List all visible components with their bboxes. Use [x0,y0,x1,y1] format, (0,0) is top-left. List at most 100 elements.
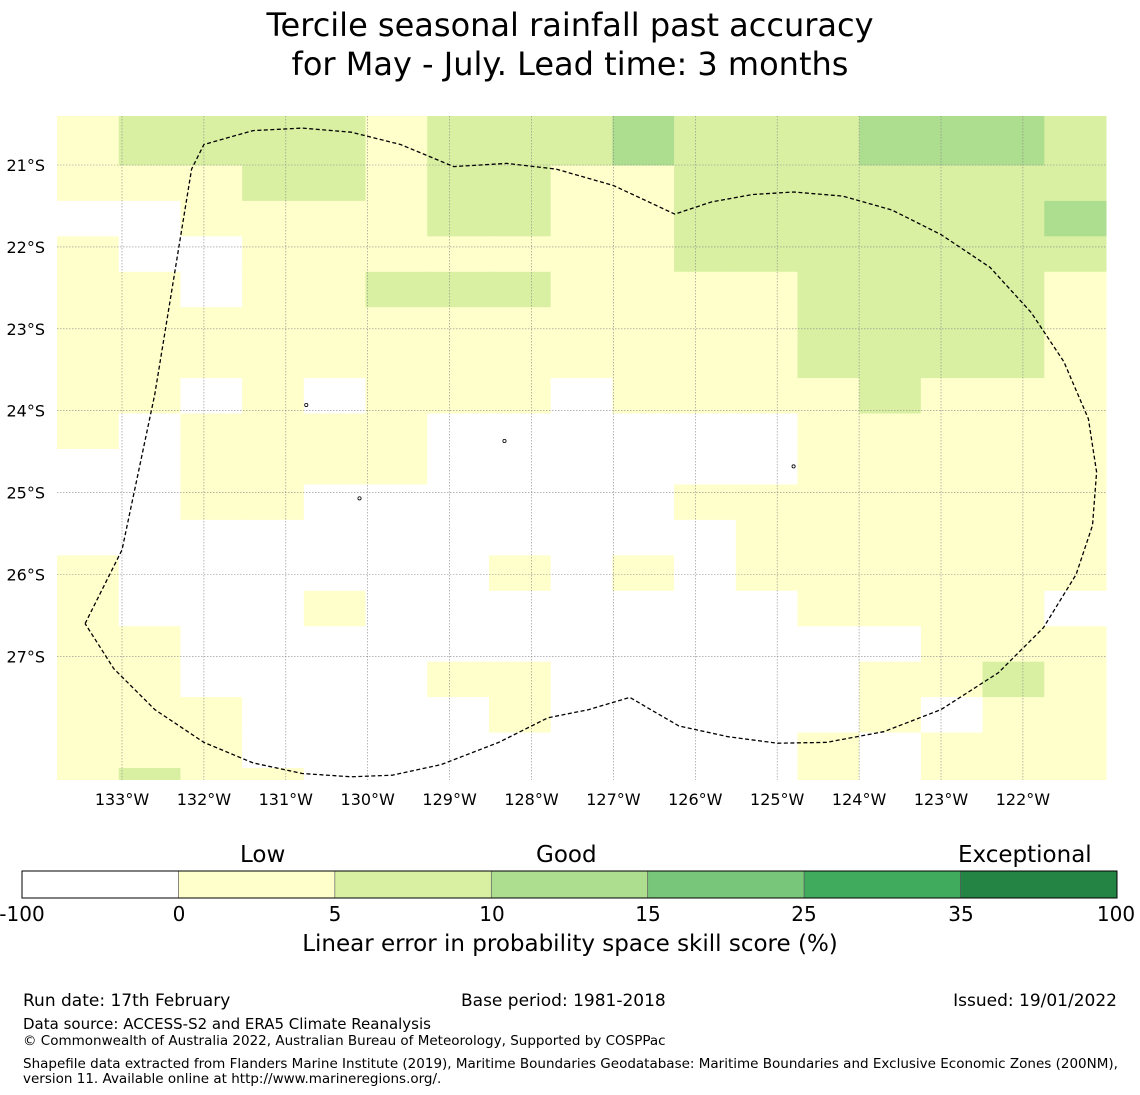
skill-cell [982,449,1045,485]
skill-cell [488,484,552,521]
skill-cell [920,519,984,556]
skill-cell [982,484,1045,521]
skill-cell [674,449,737,485]
skill-cell [180,200,243,237]
skill-cell [797,200,860,237]
skill-cell [920,449,984,485]
skill-cell [303,661,367,698]
base-period: Base period: 1981-2018 [461,991,666,1011]
skill-cell [118,661,181,698]
skill-cell [612,768,675,780]
skill-cell [118,732,181,769]
skill-cell [550,307,613,344]
skill-cell [550,116,613,130]
skill-cell [365,519,428,556]
skill-cell [427,555,490,592]
skill-cell [982,200,1045,237]
skill-cell [57,165,120,202]
skill-cell [920,768,984,780]
skill-cell [57,484,120,521]
colorbar-segment [334,870,492,899]
skill-cell [674,519,737,556]
colorbar [21,870,1118,899]
skill-cell [735,449,798,485]
skill-cell [982,697,1045,734]
skill-cell [488,200,552,237]
skill-cell [735,484,798,521]
skill-cell [550,130,613,166]
skill-cell [365,116,428,130]
skill-cell [1044,271,1107,308]
colorbar-segment [21,870,179,899]
skill-cell [365,342,428,379]
skill-cell [303,116,367,130]
skill-cell [859,768,922,780]
skill-cell [674,697,737,734]
skill-cell [920,271,984,308]
skill-cell [57,200,120,237]
skill-cell [859,307,922,344]
skill-cell [550,626,613,663]
skill-cell [550,342,613,379]
skill-cell [859,697,922,734]
skill-cell [242,413,305,450]
lat-tick-label: 21°S [6,156,45,175]
skill-cell [550,768,613,780]
skill-cell [365,484,428,521]
skill-cell [612,342,675,379]
skill-cell [1044,768,1107,780]
skill-cell [920,626,984,663]
skill-cell [982,732,1045,769]
skill-cell [797,413,860,450]
skill-cell [797,165,860,202]
skill-cell [57,661,120,698]
skill-cell [118,697,181,734]
skill-cell [365,271,428,308]
skill-cell [550,236,613,273]
lat-tick-label: 24°S [6,402,45,421]
skill-cell [488,555,552,592]
skill-cell [674,413,737,450]
skill-cell [365,307,428,344]
skill-cell [920,165,984,202]
colorbar-label: 100 [1096,902,1136,926]
skill-cell [118,449,181,485]
skill-cell [427,661,490,698]
skill-cell [982,130,1045,166]
lon-tick-label: 124°W [832,790,887,809]
skill-cell [612,378,675,415]
skill-cell [674,626,737,663]
skill-cell [1044,200,1107,237]
skill-cell [797,661,860,698]
skill-cell [427,484,490,521]
colorbar-frame [21,870,1118,899]
skill-cell [859,519,922,556]
skill-cell [57,697,120,734]
colorbar-segment [490,870,649,899]
skill-cell [1044,116,1107,130]
skill-cell [859,200,922,237]
skill-cell [674,271,737,308]
skill-cell [612,307,675,344]
skill-cell [488,165,552,202]
legend-word-exceptional: Exceptional [958,842,1092,868]
skill-cell [674,307,737,344]
skill-cell [427,626,490,663]
skill-cell [242,271,305,308]
skill-cell [180,307,243,344]
skill-cell [180,697,243,734]
skill-cell [1044,236,1107,273]
skill-cell [982,626,1045,663]
skill-cell [920,697,984,734]
skill-cell [427,200,490,237]
lon-tick-label: 125°W [750,790,805,809]
skill-cell [57,378,120,415]
colorbar-label: 5 [328,902,342,926]
skill-cell [365,555,428,592]
skill-cell [982,116,1045,130]
skill-cell [1044,519,1107,556]
legend-word-low: Low [240,842,286,868]
skill-cell [550,271,613,308]
skill-cell [982,342,1045,379]
skill-cell [612,130,675,166]
